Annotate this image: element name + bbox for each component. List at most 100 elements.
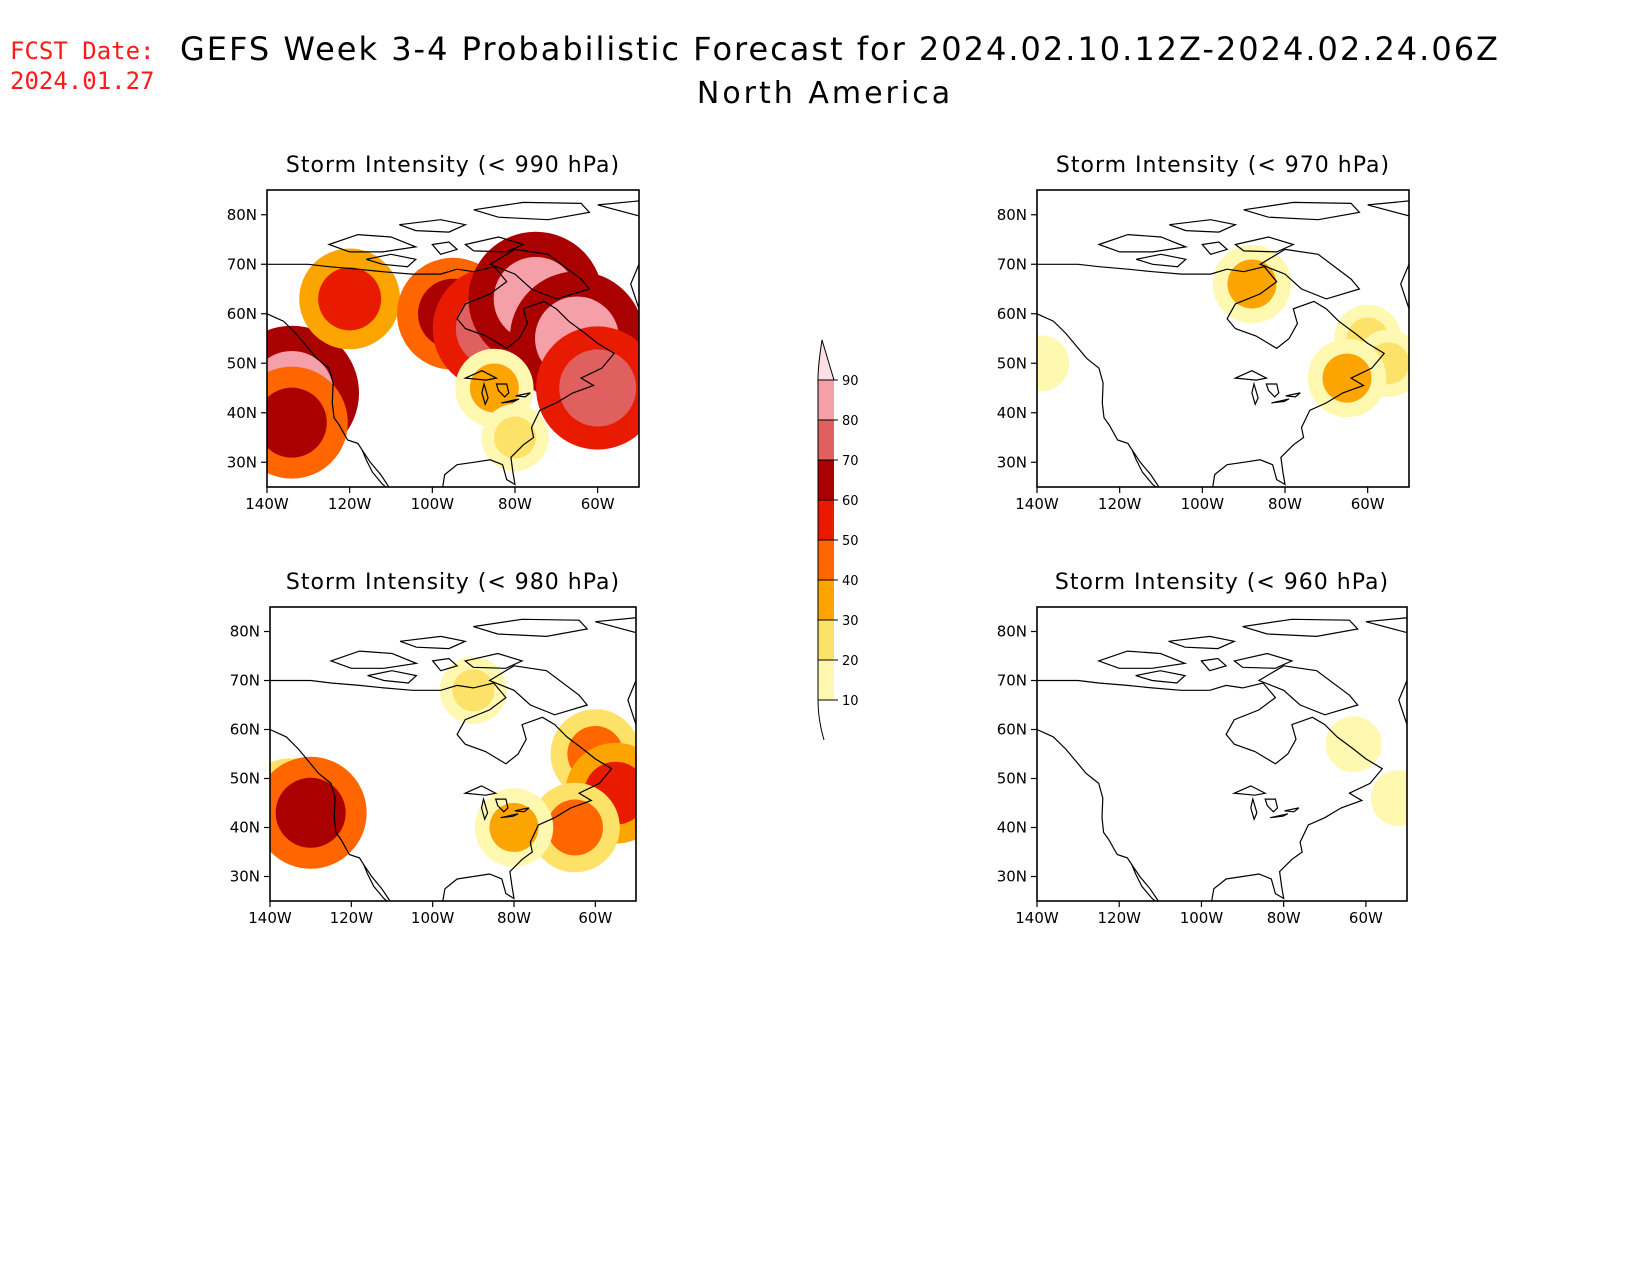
colorbar: 10 20 30 40 50 60 70 80 90 bbox=[817, 339, 859, 741]
probability-cell bbox=[559, 349, 637, 427]
lat-tick-label: 40N bbox=[997, 404, 1027, 422]
great-lake bbox=[481, 381, 489, 407]
great-lake bbox=[514, 807, 530, 813]
panel-title: Storm Intensity (< 990 hPa) bbox=[286, 153, 620, 178]
lat-tick-label: 40N bbox=[230, 819, 260, 837]
arctic-island bbox=[1136, 253, 1188, 268]
lat-tick-label: 70N bbox=[227, 255, 257, 273]
lon-tick-label: 60W bbox=[1351, 495, 1385, 513]
lat-tick-label: 80N bbox=[997, 623, 1027, 641]
great-lake bbox=[500, 813, 519, 819]
lat-tick-label: 50N bbox=[997, 354, 1027, 372]
probability-cell bbox=[494, 416, 536, 459]
arctic-island bbox=[399, 219, 468, 233]
map-frame bbox=[1036, 189, 1410, 488]
great-lake bbox=[1233, 370, 1269, 381]
lon-tick-label: 140W bbox=[1015, 909, 1059, 927]
arctic-island bbox=[473, 618, 589, 638]
arctic-island bbox=[597, 200, 639, 310]
arctic-island bbox=[1200, 657, 1228, 672]
probability-field bbox=[1325, 716, 1407, 827]
lon-tick-label: 120W bbox=[1098, 495, 1142, 513]
lat-tick-label: 70N bbox=[997, 255, 1027, 273]
coastline-east bbox=[267, 263, 616, 487]
coastlines bbox=[1037, 617, 1407, 901]
colorbar-label: 20 bbox=[842, 654, 859, 669]
great-lake bbox=[1265, 383, 1280, 398]
arctic-island bbox=[464, 236, 526, 253]
lat-tick-label: 80N bbox=[997, 206, 1027, 224]
arctic-island bbox=[1234, 236, 1296, 253]
colorbar-cap-bottom bbox=[817, 699, 825, 741]
forecast-date-value: 2024.01.27 bbox=[10, 67, 155, 95]
probability-cell bbox=[1381, 780, 1407, 816]
lat-tick-label: 30N bbox=[230, 868, 260, 886]
probability-cell bbox=[267, 387, 327, 458]
coastline-east bbox=[1037, 679, 1384, 901]
probability-cell bbox=[1336, 726, 1372, 762]
arctic-island bbox=[367, 670, 418, 684]
colorbar-bin bbox=[818, 420, 834, 460]
arctic-island bbox=[399, 635, 468, 650]
arctic-island bbox=[1242, 618, 1359, 638]
arctic-island bbox=[473, 201, 591, 221]
arctic-island bbox=[327, 233, 419, 253]
arctic-island bbox=[431, 657, 459, 672]
lat-tick-label: 30N bbox=[997, 453, 1027, 471]
lat-tick-label: 30N bbox=[997, 868, 1027, 886]
lat-tick-label: 60N bbox=[997, 305, 1027, 323]
lon-tick-label: 100W bbox=[411, 495, 455, 513]
arctic-island bbox=[1365, 617, 1407, 726]
colorbar-label: 70 bbox=[842, 454, 859, 469]
colorbar-bin bbox=[818, 580, 834, 620]
lon-tick-label: 120W bbox=[1097, 909, 1141, 927]
great-lake bbox=[1250, 796, 1258, 821]
panel-title: Storm Intensity (< 960 hPa) bbox=[1055, 570, 1389, 595]
probability-cell bbox=[452, 669, 495, 712]
probability-field bbox=[1037, 244, 1409, 418]
map-panel-980: Storm Intensity (< 980 hPa) 80N 70N 60N 50N 4… bbox=[230, 570, 637, 927]
probability-cell bbox=[469, 363, 519, 413]
probability-cell bbox=[275, 777, 346, 848]
map-panel-960: Storm Intensity (< 960 hPa) 80N 70N 60N 50N 4… bbox=[997, 570, 1408, 927]
colorbar-bin bbox=[818, 460, 834, 500]
lon-tick-label: 100W bbox=[411, 909, 455, 927]
forecast-date-block: FCST Date: 2024.01.27 bbox=[10, 36, 155, 96]
arctic-island bbox=[1201, 241, 1229, 255]
great-lake bbox=[1271, 398, 1290, 404]
arctic-island bbox=[1367, 200, 1409, 310]
lat-tick-label: 60N bbox=[997, 721, 1027, 739]
panel-title: Storm Intensity (< 980 hPa) bbox=[286, 570, 620, 595]
lat-tick-label: 60N bbox=[227, 305, 257, 323]
great-lake bbox=[480, 796, 489, 821]
lon-tick-label: 80W bbox=[497, 909, 531, 927]
great-lake bbox=[463, 370, 499, 381]
lat-tick-label: 80N bbox=[230, 623, 260, 641]
arctic-island bbox=[431, 241, 459, 255]
arctic-island bbox=[1135, 670, 1187, 684]
coastlines bbox=[1037, 200, 1409, 487]
colorbar-label: 10 bbox=[842, 694, 859, 709]
great-lake bbox=[1231, 785, 1268, 796]
page-title: GEFS Week 3-4 Probabilistic Forecast for… bbox=[180, 30, 1500, 68]
coastline-west bbox=[267, 313, 390, 487]
coastline-east bbox=[270, 679, 613, 901]
forecast-date-label: FCST Date: bbox=[10, 37, 155, 65]
lon-tick-label: 140W bbox=[1015, 495, 1059, 513]
coastlines bbox=[270, 617, 636, 901]
probability-cell bbox=[1227, 259, 1277, 309]
lat-tick-label: 70N bbox=[997, 672, 1027, 690]
map-panel-990: Storm Intensity (< 990 hPa) 80N 70N 60N 50N 4… bbox=[227, 153, 640, 513]
colorbar-cap-top bbox=[817, 339, 835, 381]
lon-tick-label: 140W bbox=[245, 495, 289, 513]
colorbar-bin bbox=[818, 500, 834, 540]
lon-tick-label: 140W bbox=[248, 909, 292, 927]
colorbar-label: 30 bbox=[842, 614, 859, 629]
great-lake bbox=[1285, 392, 1301, 398]
lon-tick-label: 100W bbox=[1181, 495, 1225, 513]
great-lake bbox=[1284, 807, 1300, 813]
map-panel-970: Storm Intensity (< 970 hPa) 80N 70N 60N 50N 4… bbox=[997, 153, 1410, 513]
coastline-east bbox=[1037, 263, 1386, 487]
lon-tick-label: 100W bbox=[1180, 909, 1224, 927]
great-lake bbox=[501, 398, 520, 404]
